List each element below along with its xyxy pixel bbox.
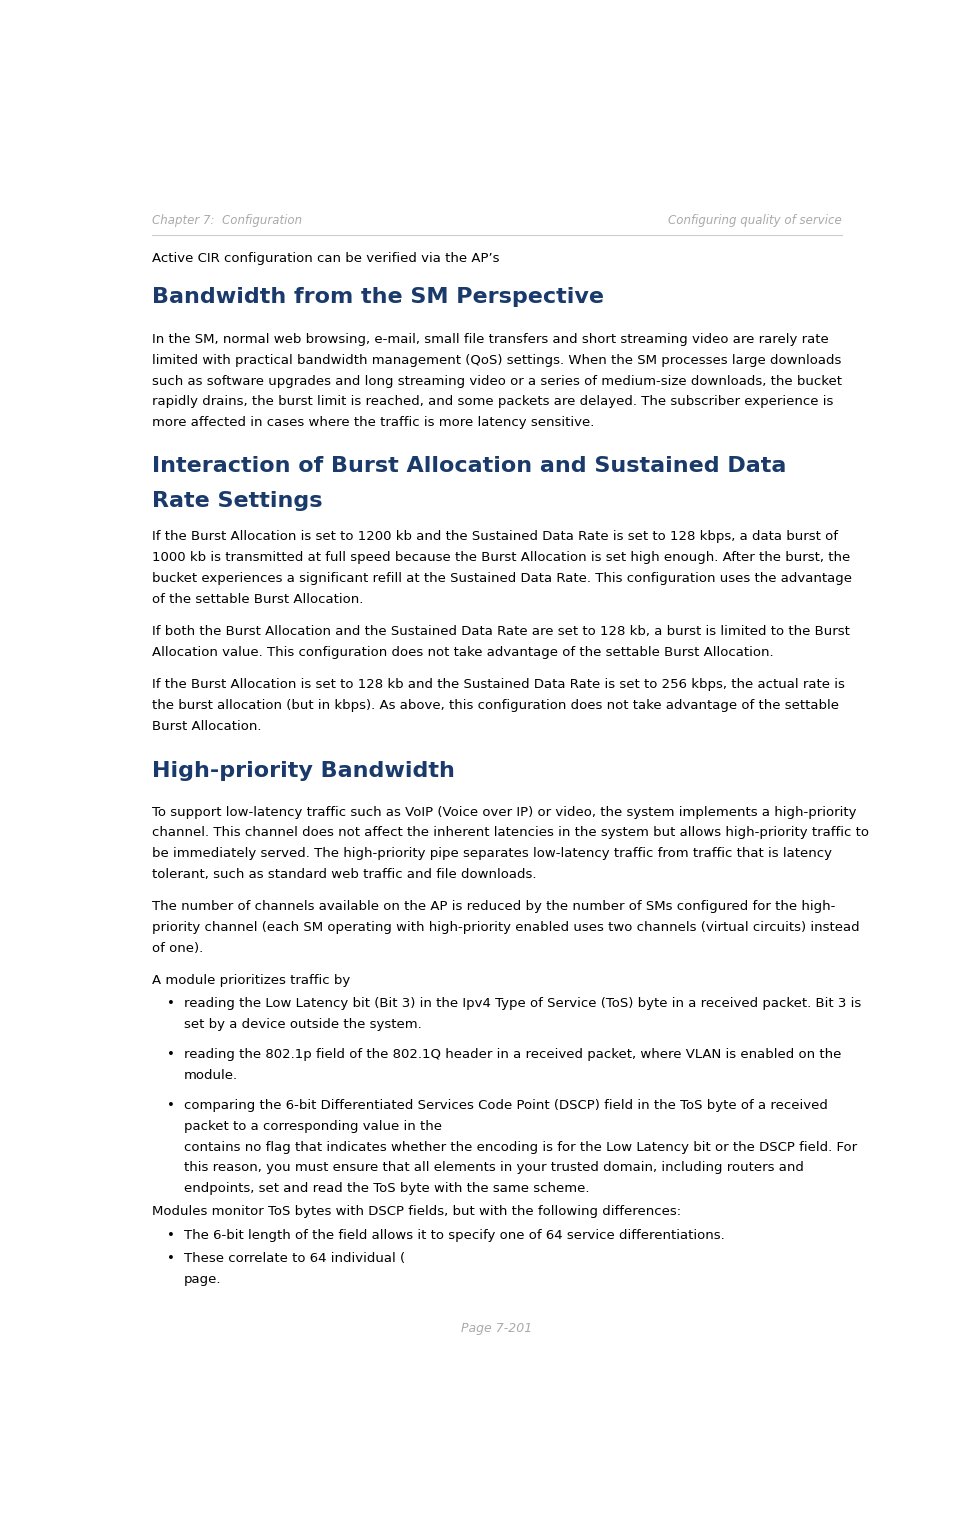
Text: •: • [167,1229,175,1241]
Text: packet to a corresponding value in the: packet to a corresponding value in the [184,1120,446,1132]
Text: These correlate to 64 individual (: These correlate to 64 individual ( [184,1252,404,1266]
Text: •: • [167,998,175,1010]
Text: the burst allocation (but in kbps). As above, this configuration does not take a: the burst allocation (but in kbps). As a… [152,699,838,712]
Text: Modules monitor ToS bytes with DSCP fields, but with the following differences:: Modules monitor ToS bytes with DSCP fiel… [152,1205,680,1219]
Text: A module prioritizes traffic by: A module prioritizes traffic by [152,974,350,987]
Text: 1000 kb is transmitted at full speed because the Burst Allocation is set high en: 1000 kb is transmitted at full speed bec… [152,551,850,565]
Text: The 6-bit length of the field allows it to specify one of 64 service differentia: The 6-bit length of the field allows it … [184,1229,724,1241]
Text: •: • [167,1048,175,1061]
Text: such as software upgrades and long streaming video or a series of medium-size do: such as software upgrades and long strea… [152,375,841,388]
Text: Configuring quality of service: Configuring quality of service [668,215,841,227]
Text: If both the Burst Allocation and the Sustained Data Rate are set to 128 kb, a bu: If both the Burst Allocation and the Sus… [152,625,849,637]
Text: •: • [167,1252,175,1266]
Text: Rate Settings: Rate Settings [152,491,323,510]
Text: limited with practical bandwidth management (QoS) settings. When the SM processe: limited with practical bandwidth managem… [152,354,841,366]
Text: In the SM, normal web browsing, e-mail, small file transfers and short streaming: In the SM, normal web browsing, e-mail, … [152,333,828,347]
Text: Interaction of Burst Allocation and Sustained Data: Interaction of Burst Allocation and Sust… [152,456,786,475]
Text: Active CIR configuration can be verified via the AP’s: Active CIR configuration can be verified… [152,251,504,265]
Text: If the Burst Allocation is set to 128 kb and the Sustained Data Rate is set to 2: If the Burst Allocation is set to 128 kb… [152,678,844,690]
Text: of one).: of one). [152,942,203,955]
Text: channel. This channel does not affect the inherent latencies in the system but a: channel. This channel does not affect th… [152,827,868,839]
Text: reading the Low Latency bit (Bit 3) in the Ipv4 Type of Service (ToS) byte in a : reading the Low Latency bit (Bit 3) in t… [184,998,860,1010]
Text: endpoints, set and read the ToS byte with the same scheme.: endpoints, set and read the ToS byte wit… [184,1182,589,1195]
Text: Bandwidth from the SM Perspective: Bandwidth from the SM Perspective [152,286,604,307]
Text: If the Burst Allocation is set to 1200 kb and the Sustained Data Rate is set to : If the Burst Allocation is set to 1200 k… [152,530,837,544]
Text: page.: page. [184,1273,221,1285]
Text: Page 7-201: Page 7-201 [461,1322,532,1335]
Text: reading the 802.1p field of the 802.1Q header in a received packet, where VLAN i: reading the 802.1p field of the 802.1Q h… [184,1048,840,1061]
Text: priority channel (each SM operating with high-priority enabled uses two channels: priority channel (each SM operating with… [152,921,859,934]
Text: this reason, you must ensure that all elements in your trusted domain, including: this reason, you must ensure that all el… [184,1161,803,1175]
Text: To support low-latency traffic such as VoIP (Voice over IP) or video, the system: To support low-latency traffic such as V… [152,805,856,819]
Text: rapidly drains, the burst limit is reached, and some packets are delayed. The su: rapidly drains, the burst limit is reach… [152,395,832,409]
Text: Burst Allocation.: Burst Allocation. [152,719,262,733]
Text: of the settable Burst Allocation.: of the settable Burst Allocation. [152,592,363,606]
Text: The number of channels available on the AP is reduced by the number of SMs confi: The number of channels available on the … [152,901,834,913]
Text: set by a device outside the system.: set by a device outside the system. [184,1019,422,1031]
Text: tolerant, such as standard web traffic and file downloads.: tolerant, such as standard web traffic a… [152,868,536,881]
Text: contains no flag that indicates whether the encoding is for the Low Latency bit : contains no flag that indicates whether … [184,1140,856,1154]
Text: Chapter 7:  Configuration: Chapter 7: Configuration [152,215,302,227]
Text: module.: module. [184,1069,237,1083]
Text: High-priority Bandwidth: High-priority Bandwidth [152,762,454,781]
Text: be immediately served. The high-priority pipe separates low-latency traffic from: be immediately served. The high-priority… [152,848,831,860]
Text: more affected in cases where the traffic is more latency sensitive.: more affected in cases where the traffic… [152,416,594,430]
Text: bucket experiences a significant refill at the Sustained Data Rate. This configu: bucket experiences a significant refill … [152,572,852,584]
Text: comparing the 6-bit Differentiated Services Code Point (DSCP) field in the ToS b: comparing the 6-bit Differentiated Servi… [184,1099,827,1113]
Text: •: • [167,1099,175,1113]
Text: Allocation value. This configuration does not take advantage of the settable Bur: Allocation value. This configuration doe… [152,645,773,659]
